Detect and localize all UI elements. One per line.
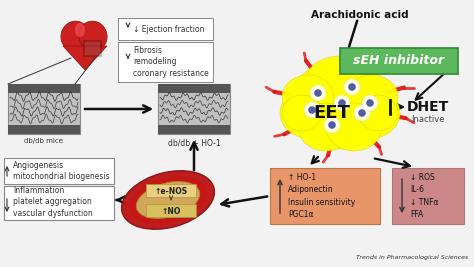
Ellipse shape [354, 105, 370, 121]
Ellipse shape [358, 109, 365, 116]
Ellipse shape [309, 107, 316, 113]
Ellipse shape [137, 182, 200, 218]
Ellipse shape [336, 87, 400, 139]
Ellipse shape [328, 121, 336, 128]
Text: Angiogenesis
mitochondrial biogenesis: Angiogenesis mitochondrial biogenesis [13, 160, 109, 181]
Bar [340, 48, 458, 74]
Bar [158, 125, 230, 134]
Ellipse shape [344, 79, 360, 95]
Ellipse shape [315, 89, 321, 96]
Ellipse shape [280, 87, 344, 139]
Ellipse shape [306, 56, 374, 104]
Ellipse shape [304, 102, 320, 118]
Bar [4, 158, 114, 184]
Text: db/db mice: db/db mice [25, 138, 64, 144]
Bar [392, 168, 464, 224]
Ellipse shape [326, 103, 382, 151]
Ellipse shape [129, 176, 207, 224]
Ellipse shape [346, 75, 398, 119]
Ellipse shape [358, 95, 398, 131]
Ellipse shape [310, 85, 326, 101]
Text: ↓ Ejection fraction: ↓ Ejection fraction [133, 25, 204, 33]
Ellipse shape [334, 95, 350, 111]
Ellipse shape [348, 84, 356, 91]
Ellipse shape [362, 95, 378, 111]
Bar [84, 41, 100, 55]
Text: Trends in Pharmacological Sciences: Trends in Pharmacological Sciences [356, 255, 468, 260]
Bar [146, 204, 196, 217]
Bar [8, 84, 80, 93]
Text: ↑ HO-1
Adiponectin
Insulin sensitivity
PGC1α: ↑ HO-1 Adiponectin Insulin sensitivity P… [288, 173, 355, 219]
Text: ↓ ROS
IL-6
↓ TNFα
FFA: ↓ ROS IL-6 ↓ TNFα FFA [410, 173, 438, 219]
Text: sEH inhibitor: sEH inhibitor [354, 54, 445, 68]
Ellipse shape [324, 117, 340, 133]
Text: Arachidonic acid: Arachidonic acid [311, 10, 409, 20]
Text: ↑NO: ↑NO [161, 206, 181, 215]
Ellipse shape [338, 100, 346, 107]
Bar [8, 125, 80, 134]
Text: db/db + HO-1: db/db + HO-1 [168, 138, 220, 147]
Ellipse shape [282, 95, 322, 131]
Bar [118, 18, 213, 40]
Bar [4, 186, 114, 220]
Ellipse shape [298, 103, 354, 151]
Text: Inflammation
platelet aggregation
vascular dysfunction: Inflammation platelet aggregation vascul… [13, 186, 93, 218]
Bar [158, 84, 230, 134]
Text: ↑e-NOS: ↑e-NOS [155, 187, 188, 195]
Ellipse shape [282, 75, 334, 119]
Text: DHET: DHET [407, 100, 449, 114]
Ellipse shape [121, 171, 214, 229]
Ellipse shape [75, 23, 85, 37]
Bar [83, 40, 101, 56]
Bar [158, 84, 230, 93]
Ellipse shape [61, 21, 89, 51]
Text: Inactive: Inactive [411, 115, 445, 124]
Text: Fibrosis
remodeling
coronary resistance: Fibrosis remodeling coronary resistance [133, 46, 209, 78]
Ellipse shape [79, 21, 107, 51]
Text: EET: EET [314, 104, 350, 122]
Bar [8, 84, 80, 134]
Bar [118, 42, 213, 82]
Bar [146, 184, 196, 197]
Ellipse shape [288, 61, 392, 149]
Polygon shape [63, 46, 107, 70]
Ellipse shape [366, 100, 374, 107]
Bar [270, 168, 380, 224]
